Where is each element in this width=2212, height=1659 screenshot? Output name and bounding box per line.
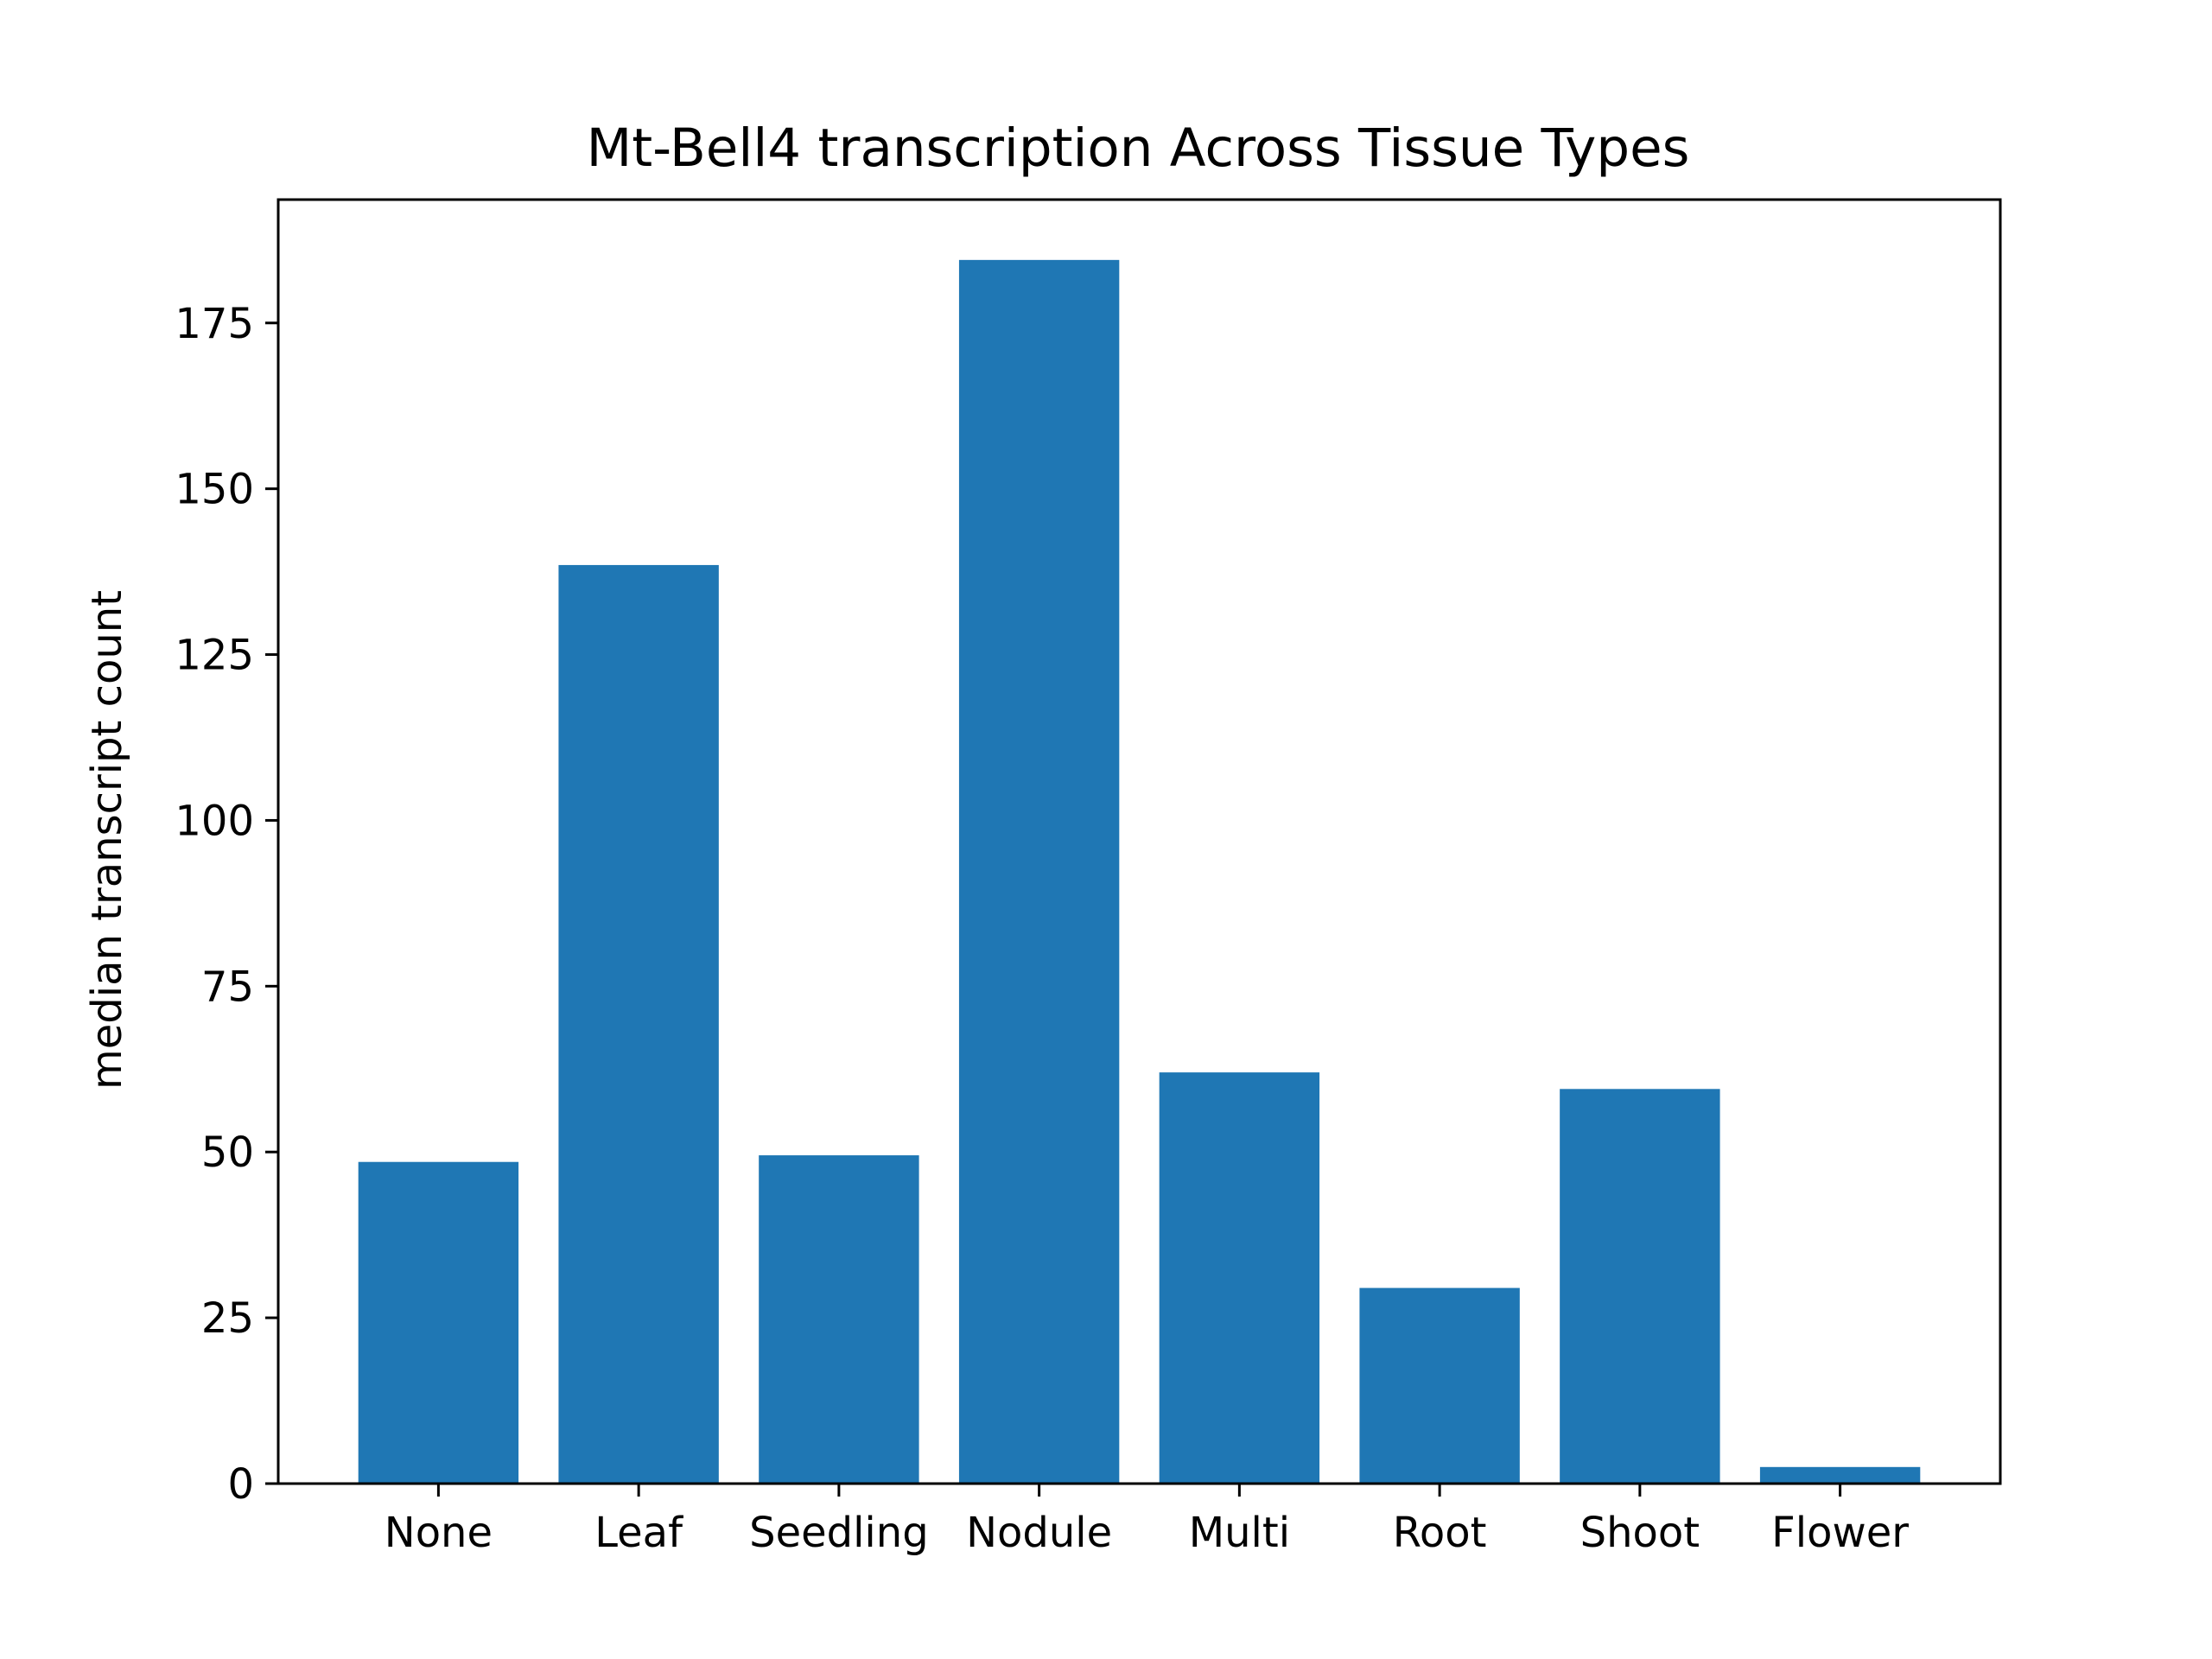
y-tick-label: 175 [175,300,254,348]
x-tick-label: Seedling [749,1509,929,1557]
x-tick-label: None [385,1509,493,1557]
y-tick-label: 25 [201,1294,254,1343]
bar-series [358,259,1921,1484]
bar-leaf [558,564,719,1484]
bar-shoot [1560,1089,1720,1484]
chart-title: Mt-Bell4 transcription Across Tissue Typ… [587,118,1690,179]
x-axis-ticks: None Leaf Seedling Nodule Multi Root Shoot Flow… [385,1484,1909,1557]
bar-none [358,1161,519,1484]
y-tick-label: 75 [201,963,254,1011]
y-tick-label: 150 [175,466,254,514]
y-tick-label: 100 [175,797,254,845]
y-tick-label: 50 [201,1128,254,1177]
x-tick-label: Shoot [1580,1509,1700,1557]
plot-frame [276,198,2002,1485]
bar-root [1359,1287,1520,1484]
y-axis-label: median transcript count [83,590,131,1090]
x-tick-label: Multi [1189,1509,1290,1557]
bar-seedling [759,1155,919,1484]
x-tick-label: Flower [1771,1509,1909,1557]
y-tick-label: 0 [227,1460,254,1509]
bar-multi [1159,1072,1320,1484]
y-axis-ticks: 0 25 50 75 100 125 150 175 [175,300,278,1509]
x-tick-label: Root [1393,1509,1487,1557]
x-tick-label: Nodule [966,1509,1112,1557]
bar-nodule [958,259,1120,1484]
y-tick-label: 125 [175,632,254,680]
x-tick-label: Leaf [594,1509,683,1557]
bar-flower [1759,1466,1921,1484]
